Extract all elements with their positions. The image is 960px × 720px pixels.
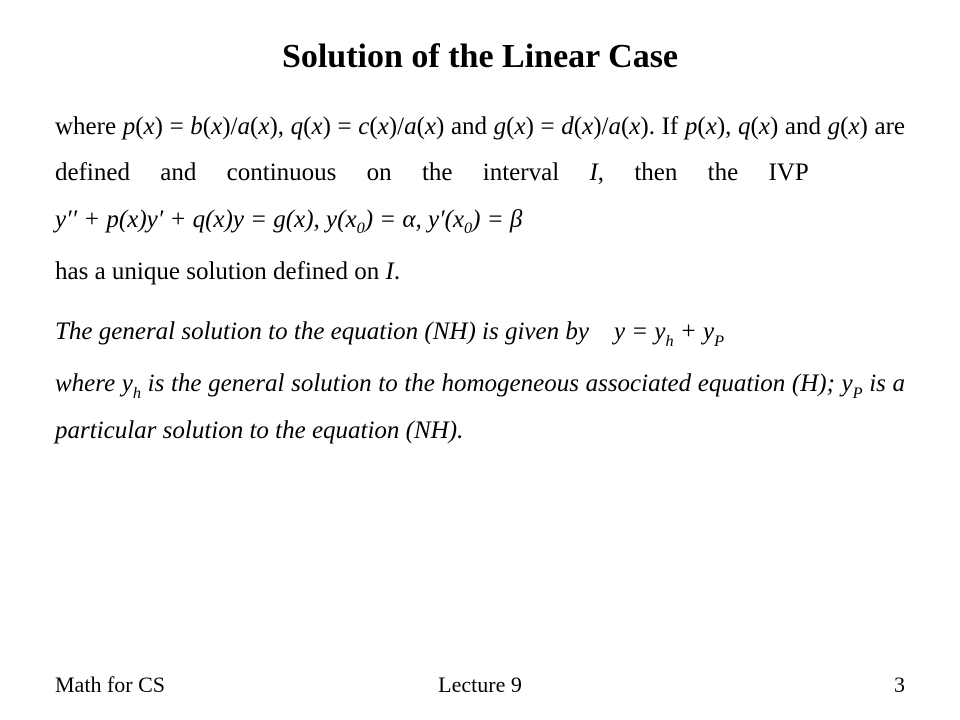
var-b: b: [190, 113, 203, 140]
slide-body: where p(x) = b(x)/a(x), q(x) = c(x)/a(x)…: [55, 104, 905, 454]
slide-footer: Math for CS Lecture 9 3: [55, 672, 905, 698]
var-g: g: [494, 113, 507, 140]
var-x: x: [378, 113, 389, 140]
var-a: a: [404, 113, 417, 140]
var-a: a: [238, 113, 251, 140]
eq-part: y: [842, 370, 853, 397]
var-x: x: [759, 113, 770, 140]
slide: Solution of the Linear Case where p(x) =…: [0, 0, 960, 720]
footer-center: Lecture 9: [55, 672, 905, 698]
ivp-equation: y′′ + p(x)y′ + q(x)y = g(x), y(x0) = α, …: [55, 206, 522, 233]
text: ) and: [436, 113, 494, 140]
var-p: p: [685, 113, 698, 140]
text: ) =: [526, 113, 562, 140]
text: has a unique solution defined on: [55, 258, 386, 285]
var-c: c: [358, 113, 369, 140]
text: )/: [222, 113, 237, 140]
var-x: x: [211, 113, 222, 140]
eq-part: y: [122, 370, 133, 397]
eq-part: y′′ + p(x)y′ + q(x)y = g(x), y(x: [55, 206, 357, 233]
var-x: x: [144, 113, 155, 140]
var-x: x: [582, 113, 593, 140]
text: .: [394, 258, 400, 285]
text: ),: [269, 113, 290, 140]
general-solution-eq: y = yh + yP: [614, 318, 724, 345]
eq-part: + y: [674, 318, 714, 345]
text: )/: [593, 113, 608, 140]
var-x: x: [514, 113, 525, 140]
var-I: I: [386, 258, 394, 285]
text: where: [55, 370, 122, 397]
var-d: d: [561, 113, 574, 140]
text: , then the IVP: [598, 159, 808, 186]
text: The general solution to the equation (NH…: [55, 318, 589, 345]
eq-sub: 0: [357, 219, 365, 237]
paragraph-4: where yh is the general solution to the …: [55, 361, 905, 454]
text: ) =: [155, 113, 191, 140]
var-x: x: [258, 113, 269, 140]
eq-part: ) = α, y′(x: [365, 206, 464, 233]
paragraph-1: where p(x) = b(x)/a(x), q(x) = c(x)/a(x)…: [55, 104, 905, 243]
var-x: x: [629, 113, 640, 140]
yp-symbol: yP: [842, 370, 863, 397]
var-q: q: [738, 113, 751, 140]
var-x: x: [425, 113, 436, 140]
eq-sub: P: [714, 332, 724, 350]
var-a: a: [608, 113, 621, 140]
eq-part: y = y: [614, 318, 666, 345]
var-x: x: [706, 113, 717, 140]
text: where: [55, 113, 123, 140]
var-I: I: [589, 159, 597, 186]
paragraph-3: The general solution to the equation (NH…: [55, 309, 905, 355]
text: ). If: [640, 113, 684, 140]
text: )/: [389, 113, 404, 140]
text: ) =: [323, 113, 359, 140]
text: is the general solution to the homogeneo…: [141, 370, 842, 397]
slide-title: Solution of the Linear Case: [55, 38, 905, 76]
var-p: p: [123, 113, 136, 140]
var-x: x: [848, 113, 859, 140]
var-x: x: [311, 113, 322, 140]
eq-sub: h: [133, 384, 141, 402]
yh-symbol: yh: [122, 370, 141, 397]
paragraph-2: has a unique solution defined on I.: [55, 249, 905, 295]
eq-sub: P: [853, 384, 863, 402]
eq-part: ) = β: [472, 206, 522, 233]
var-q: q: [291, 113, 304, 140]
var-g: g: [828, 113, 841, 140]
eq-sub: h: [666, 332, 674, 350]
eq-sub: 0: [464, 219, 472, 237]
